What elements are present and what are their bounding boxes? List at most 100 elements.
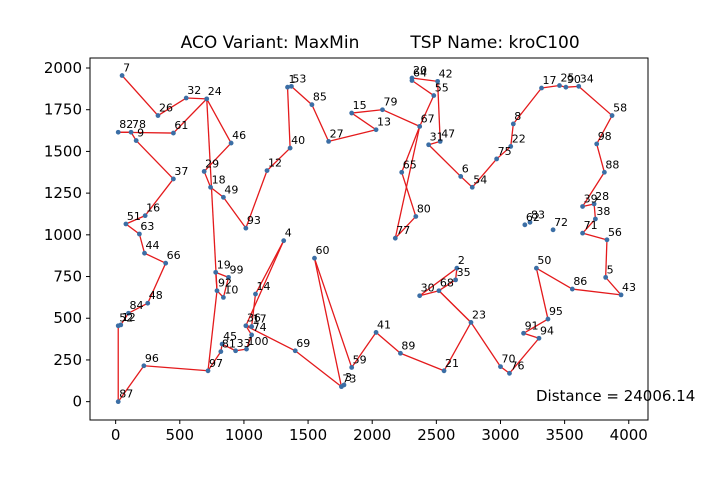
city-node (618, 292, 624, 298)
route-segment (290, 85, 313, 106)
city-node (281, 238, 287, 244)
city-node (292, 348, 298, 354)
city-label: 47 (441, 127, 455, 140)
city-node (591, 201, 597, 207)
x-tick-label: 3000 (481, 426, 519, 444)
route-segment (535, 268, 549, 320)
city-node (417, 123, 423, 129)
city-node (145, 300, 151, 306)
city-label: 1 (289, 73, 296, 86)
city-node (435, 78, 441, 84)
city-node (380, 107, 385, 113)
city-node (243, 225, 249, 231)
city-label: 84 (129, 299, 143, 312)
city-node (580, 204, 585, 209)
city-label: 67 (421, 112, 435, 125)
city-node (522, 222, 528, 228)
city-node (507, 370, 512, 376)
route-segment (210, 186, 224, 198)
route-segment (351, 112, 377, 131)
city-node (326, 139, 331, 144)
city-label: 66 (167, 249, 181, 262)
city-node (128, 129, 134, 135)
route-segment (596, 143, 606, 173)
route-segment (206, 98, 232, 144)
city-label: 46 (232, 129, 246, 142)
city-label: 4 (285, 227, 292, 240)
city-label: 7 (123, 62, 130, 75)
city-label: 87 (119, 388, 133, 401)
x-tick-label: 1500 (289, 426, 327, 444)
plot-frame (89, 57, 649, 421)
route-segment (138, 233, 146, 254)
city-node (244, 346, 249, 352)
route-segment (206, 98, 218, 291)
x-tick-label: 4000 (610, 426, 648, 444)
city-label: 100 (247, 335, 268, 348)
city-label: 59 (353, 353, 367, 366)
city-label: 42 (439, 67, 453, 80)
city-node (264, 168, 270, 174)
city-node (527, 219, 533, 225)
city-node (123, 221, 129, 227)
x-tick-label: 0 (111, 426, 121, 444)
route-segment (512, 87, 543, 125)
route-segment (510, 123, 514, 147)
city-node (557, 83, 562, 88)
city-label: 24 (208, 85, 222, 98)
city-node (119, 73, 125, 78)
city-label: 2 (458, 254, 465, 267)
city-node (508, 144, 514, 149)
city-node (373, 330, 379, 335)
route-segment (250, 293, 257, 327)
city-label: 38 (596, 205, 610, 218)
city-node (426, 142, 432, 148)
city-label: 6 (462, 162, 469, 175)
city-node (494, 156, 500, 162)
city-node (539, 85, 544, 91)
route-segment (382, 109, 420, 127)
city-node (201, 169, 207, 174)
city-label: 23 (472, 308, 486, 321)
city-node (536, 335, 542, 341)
route-segment (470, 322, 502, 367)
city-label: 52 (119, 312, 133, 325)
city-label: 68 (440, 277, 454, 290)
city-node (226, 274, 231, 280)
city-label: 35 (457, 266, 471, 279)
city-node (204, 96, 210, 102)
route-segment (222, 196, 247, 229)
city-node (468, 320, 474, 325)
route-segment (245, 240, 285, 327)
route-segment (582, 232, 608, 241)
city-node (183, 95, 189, 101)
route-segment (254, 240, 285, 295)
city-label: 12 (268, 157, 282, 170)
route-segment (419, 95, 435, 127)
route-segment (203, 142, 232, 172)
city-node (213, 269, 219, 275)
route-segment (394, 216, 417, 239)
city-node (417, 293, 423, 299)
city-label: 96 (145, 352, 159, 365)
city-node (593, 216, 598, 222)
city-label: 77 (396, 224, 410, 237)
route-segment (215, 272, 218, 291)
city-node (118, 322, 124, 328)
y-tick-label: 250 (53, 351, 82, 369)
city-label: 79 (383, 96, 397, 109)
route-segment (400, 352, 445, 372)
city-node (441, 368, 447, 374)
city-label: 39 (584, 192, 598, 205)
y-tick-label: 0 (72, 393, 82, 411)
city-node (521, 330, 526, 336)
route-segment (438, 290, 472, 323)
city-label: 51 (127, 210, 141, 223)
city-label: 5 (607, 263, 614, 276)
route-segment (221, 343, 236, 352)
city-node (399, 169, 405, 175)
city-node (115, 129, 121, 135)
route-segment (128, 302, 149, 314)
route-segment (541, 84, 560, 89)
